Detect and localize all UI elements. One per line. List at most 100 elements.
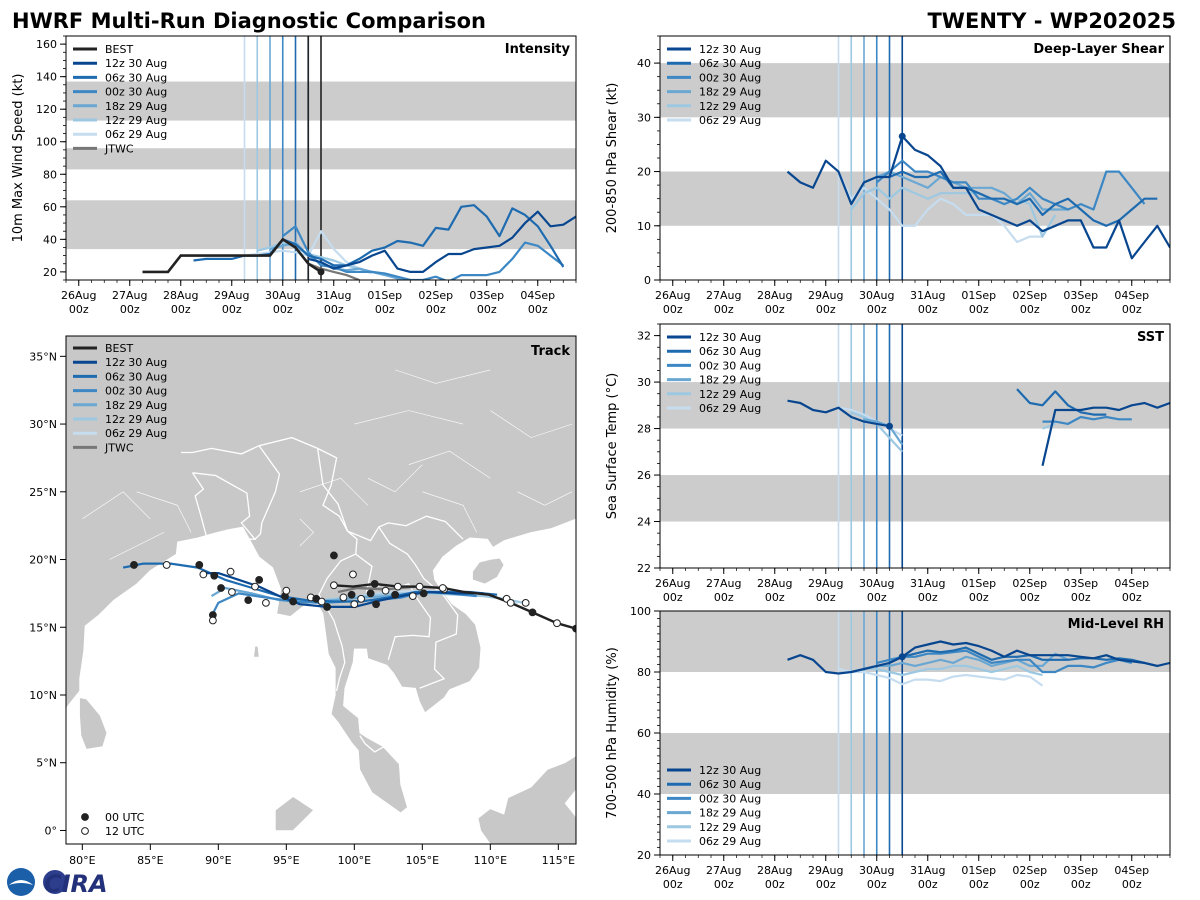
legend-label-12z-29-aug: 12z 29 Aug bbox=[699, 388, 761, 401]
intensity-xtick-label-hour: 00z bbox=[528, 303, 548, 316]
track-run-marker-11 bbox=[262, 598, 270, 607]
rh-xtick-label-date: 01Sep bbox=[961, 864, 996, 877]
sst-xtick-label-hour: 00z bbox=[918, 591, 938, 604]
legend-label-00z-30-aug: 00z 30 Aug bbox=[699, 792, 761, 805]
province-border-8 bbox=[299, 518, 314, 547]
shear-band-0 bbox=[660, 171, 1170, 226]
sst-ytick-label: 32 bbox=[637, 330, 651, 343]
province-border-3 bbox=[395, 369, 491, 384]
sst-ytick-label: 28 bbox=[637, 423, 651, 436]
legend-label-18z-29-aug: 18z 29 Aug bbox=[105, 399, 167, 412]
shear-series-06z-29-aug-0 bbox=[837, 171, 1043, 244]
sst-xtick-label-date: 03Sep bbox=[1063, 577, 1098, 590]
legend-label-00z-30-aug: 00z 30 Aug bbox=[105, 385, 167, 398]
shear-xtick-label-date: 31Aug bbox=[910, 289, 945, 302]
track-best-marker-9 bbox=[330, 581, 338, 590]
track-ytick-label: 25°N bbox=[29, 486, 57, 499]
intensity-xtick-label-date: 27Aug bbox=[112, 289, 147, 302]
shear-xtick-label-hour: 00z bbox=[1122, 303, 1142, 316]
sst-xtick-label-hour: 00z bbox=[1122, 591, 1142, 604]
shear-xtick-label-hour: 00z bbox=[918, 303, 938, 316]
sst-xtick-label-hour: 00z bbox=[765, 591, 785, 604]
track-best-marker-8 bbox=[349, 570, 357, 579]
legend-label-jtwc: JTWC bbox=[104, 142, 134, 155]
track-run-marker-16 bbox=[289, 597, 298, 606]
rh-ytick-label: 40 bbox=[637, 788, 651, 801]
province-border-0 bbox=[354, 410, 464, 425]
intensity-xtick-label-hour: 00z bbox=[426, 303, 446, 316]
province-border-11 bbox=[109, 532, 165, 560]
province-border-1 bbox=[408, 450, 491, 479]
track-xtick-label: 95°E bbox=[273, 854, 299, 867]
sst-series-06z-30-aug-0 bbox=[1016, 388, 1107, 416]
legend-label-12z-30-aug: 12z 30 Aug bbox=[699, 43, 761, 56]
intensity-xtick-label-hour: 00z bbox=[120, 303, 140, 316]
sst-xtick-label-date: 04Sep bbox=[1114, 577, 1149, 590]
sst-xtick-label-date: 28Aug bbox=[757, 577, 792, 590]
sst-series-12z-30-aug-1 bbox=[1041, 401, 1170, 467]
shear-xtick-label-date: 04Sep bbox=[1114, 289, 1149, 302]
intensity-xtick-label-date: 30Aug bbox=[265, 289, 300, 302]
shear-xtick-label-date: 30Aug bbox=[859, 289, 894, 302]
cira-logo-text: CIRA bbox=[44, 870, 108, 898]
sst-ytick-label: 30 bbox=[637, 376, 651, 389]
marker-legend-label-0: 00 UTC bbox=[105, 811, 145, 824]
legend-label-06z-30-aug: 06z 30 Aug bbox=[699, 345, 761, 358]
track-run-marker-3 bbox=[226, 567, 235, 576]
track-best-marker-1 bbox=[553, 619, 561, 628]
track-ytick-label: 20°N bbox=[29, 554, 57, 567]
rh-xtick-label-hour: 00z bbox=[765, 878, 785, 891]
sst-xtick-label-hour: 00z bbox=[867, 591, 887, 604]
track-best-marker-5 bbox=[415, 582, 424, 591]
sst-band-0 bbox=[660, 475, 1170, 522]
sst-panel-title: SST bbox=[1137, 330, 1164, 345]
intensity-xtick-label-date: 02Sep bbox=[418, 289, 453, 302]
shear-plot-area bbox=[786, 36, 1170, 280]
legend-label-12z-29-aug: 12z 29 Aug bbox=[105, 114, 167, 127]
sst-series-12z-29-aug-1 bbox=[1042, 422, 1056, 430]
rh-series-06z-30-aug-0 bbox=[889, 646, 1158, 667]
track-run-marker-28 bbox=[391, 590, 400, 599]
province-border-10 bbox=[367, 464, 423, 493]
track-ytick-label: 0° bbox=[45, 824, 58, 837]
intensity-xtick-label-date: 04Sep bbox=[520, 289, 555, 302]
rh-current-marker bbox=[898, 653, 906, 661]
hainan-island bbox=[472, 557, 505, 585]
intensity-best-marker bbox=[317, 268, 325, 276]
legend-label-12z-29-aug: 12z 29 Aug bbox=[699, 821, 761, 834]
rh-ytick-label: 100 bbox=[630, 605, 651, 618]
track-best-marker-7 bbox=[370, 580, 379, 588]
track-run-marker-9 bbox=[255, 575, 264, 584]
andaman-islands bbox=[253, 645, 260, 658]
intensity-ytick-label: 60 bbox=[43, 201, 57, 214]
shear-xtick-label-hour: 00z bbox=[867, 303, 887, 316]
legend-label-06z-29-aug: 06z 29 Aug bbox=[105, 128, 167, 141]
track-xtick-label: 100°E bbox=[338, 854, 371, 867]
legend-label-00z-30-aug: 00z 30 Aug bbox=[105, 86, 167, 99]
sri-lanka bbox=[79, 697, 108, 750]
legend-label-06z-30-aug: 06z 30 Aug bbox=[105, 71, 167, 84]
intensity-series-jtwc bbox=[307, 262, 360, 280]
rh-xtick-label-date: 03Sep bbox=[1063, 864, 1098, 877]
intensity-series-best bbox=[142, 237, 322, 274]
legend-label-06z-29-aug: 06z 29 Aug bbox=[699, 835, 761, 848]
intensity-xtick-label-date: 26Aug bbox=[61, 289, 96, 302]
track-run-marker-8 bbox=[244, 596, 253, 605]
track-ytick-label: 35°N bbox=[29, 350, 57, 363]
track-panel: 80°E 85°E 90°E 95°E 100°E 105°E 110°E 115°E 0° 5°… bbox=[29, 335, 577, 867]
track-ytick-label: 15°N bbox=[29, 621, 57, 634]
shear-xtick-label-hour: 00z bbox=[714, 303, 734, 316]
legend-label-06z-29-aug: 06z 29 Aug bbox=[105, 427, 167, 440]
track-ytick-label: 10°N bbox=[29, 689, 57, 702]
province-border-5 bbox=[136, 491, 192, 533]
intensity-xtick-label-hour: 00z bbox=[273, 303, 293, 316]
shear-ytick-label: 0 bbox=[644, 274, 651, 287]
shear-xtick-label-hour: 00z bbox=[663, 303, 683, 316]
shear-panel-title: Deep-Layer Shear bbox=[1033, 42, 1164, 57]
intensity-ytick-label: 100 bbox=[36, 136, 57, 149]
track-run-marker-15 bbox=[282, 586, 291, 595]
borneo bbox=[477, 755, 576, 844]
